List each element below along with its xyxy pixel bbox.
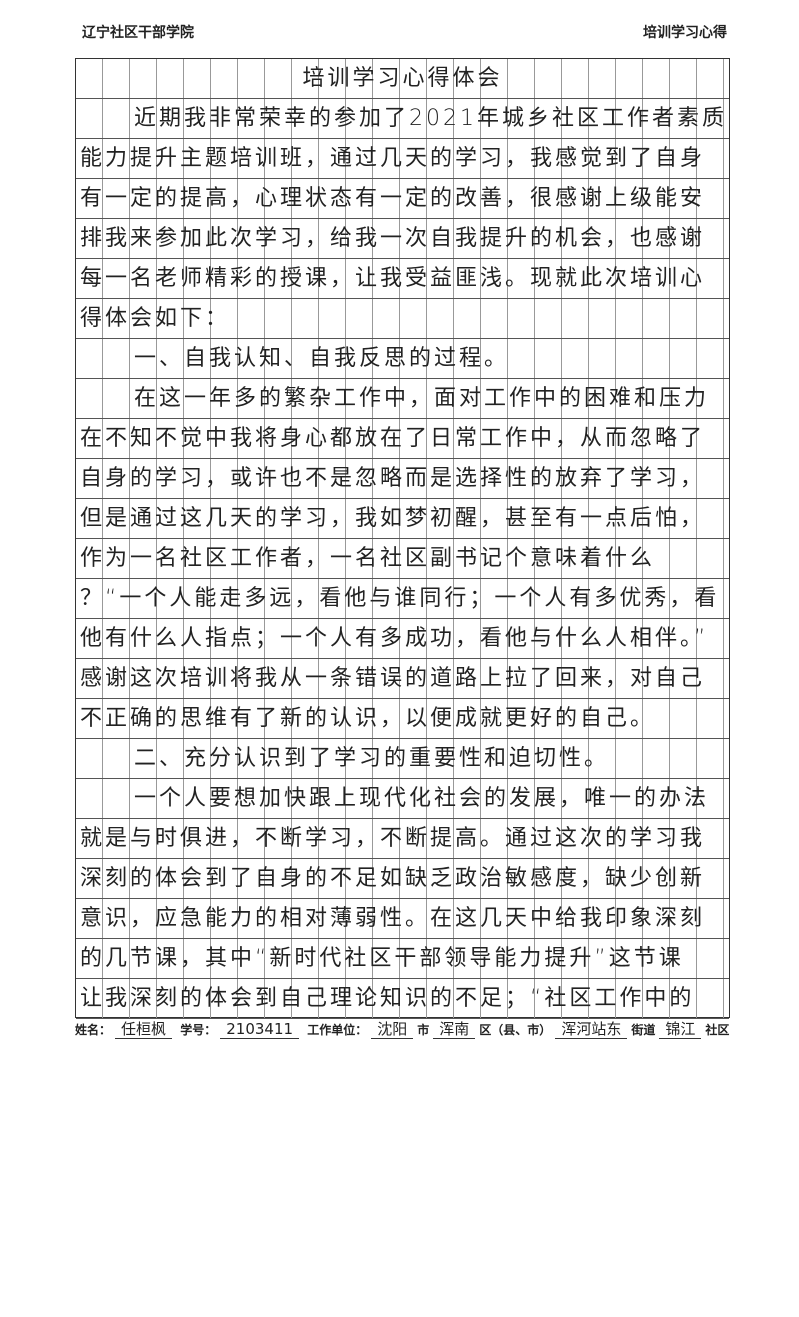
text-line: 二、充分认识到了学习的重要性和迫切性。 — [76, 739, 729, 779]
text-line: 意识，应急能力的相对薄弱性。在这几天中给我印象深刻 — [76, 899, 729, 939]
text-line: 他有什么人指点；一个人有多成功，看他与什么人相伴。” — [76, 619, 729, 659]
text-line: 不正确的思维有了新的认识，以便成就更好的自己。 — [76, 699, 729, 739]
district: 浑南 — [433, 1020, 476, 1039]
community: 锦江 — [659, 1020, 702, 1039]
label: 工作单位： — [307, 1023, 368, 1037]
text-line: 自身的学习，或许也不是忽略而是选择性的放弃了学习， — [76, 459, 729, 499]
label: 市 — [417, 1023, 430, 1037]
header-left: 辽宁社区干部学院 — [82, 25, 194, 41]
text-line: 近期我非常荣幸的参加了2021年城乡社区工作者素质 — [76, 99, 729, 139]
student-id: 2103411 — [220, 1020, 300, 1039]
text-line: 每一名老师精彩的授课，让我受益匪浅。现就此次培训心 — [76, 259, 729, 299]
text-line: 在这一年多的繁杂工作中，面对工作中的困难和压力 — [76, 379, 729, 419]
footer: 姓名： 任桓枫 学号： 2103411 工作单位： 沈阳市浑南 区（县、市） 浑河站东 街道… — [75, 1018, 729, 1039]
text-line: 有一定的提高，心理状态有一定的改善，很感谢上级能安 — [76, 179, 729, 219]
text-line: 深刻的体会到了自身的不足如缺乏政治敏感度，缺少创新 — [76, 859, 729, 899]
writing-sheet: 培训学习心得体会 近期我非常荣幸的参加了2021年城乡社区工作者素质 能力提升主题… — [75, 58, 730, 1019]
text-line: 的几节课，其中“新时代社区干部领导能力提升”这节课 — [76, 939, 729, 979]
label: 区（县、市） — [479, 1023, 552, 1037]
title: 培训学习心得体会 — [76, 59, 729, 99]
text-line: 就是与时俱进，不断学习，不断提高。通过这次的学习我 — [76, 819, 729, 859]
text-line: 让我深刻的体会到自己理论知识的不足；“社区工作中的 — [76, 979, 729, 1019]
text-line: 作为一名社区工作者，一名社区副书记个意味着什么 — [76, 539, 729, 579]
header-right: 培训学习心得 — [643, 25, 727, 41]
label: 姓名： — [75, 1023, 112, 1037]
name: 任桓枫 — [115, 1020, 173, 1039]
text-line: 能力提升主题培训班，通过几天的学习，我感觉到了自身 — [76, 139, 729, 179]
text-line: ？“一个人能走多远，看他与谁同行；一个人有多优秀，看 — [76, 579, 729, 619]
text-line: 一个人要想加快跟上现代化社会的发展，唯一的办法 — [76, 779, 729, 819]
label: 街道 — [631, 1023, 656, 1037]
label: 社区 — [705, 1023, 730, 1037]
text-line: 排我来参加此次学习，给我一次自我提升的机会，也感谢 — [76, 219, 729, 259]
city: 沈阳 — [371, 1020, 414, 1039]
label: 学号： — [180, 1023, 217, 1037]
text-line: 感谢这次培训将我从一条错误的道路上拉了回来，对自己 — [76, 659, 729, 699]
street: 浑河站东 — [555, 1020, 628, 1039]
text-line: 一、自我认知、自我反思的过程。 — [76, 339, 729, 379]
text-line: 得体会如下： — [76, 299, 729, 339]
text-line: 在不知不觉中我将身心都放在了日常工作中，从而忽略了 — [76, 419, 729, 459]
text-line: 但是通过这几天的学习，我如梦初醒，甚至有一点后怕， — [76, 499, 729, 539]
